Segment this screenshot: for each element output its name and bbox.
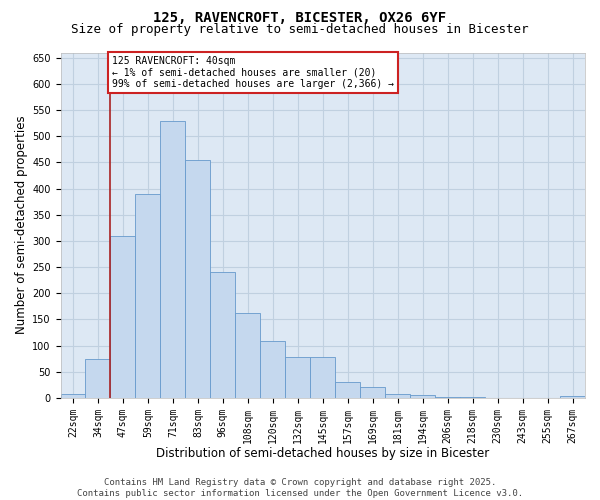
Bar	[235, 313, 260, 398]
Text: 125, RAVENCROFT, BICESTER, OX26 6YF: 125, RAVENCROFT, BICESTER, OX26 6YF	[154, 11, 446, 25]
Bar	[335, 382, 360, 398]
Bar	[61, 394, 85, 398]
Bar	[360, 388, 385, 398]
Bar	[285, 357, 310, 398]
Bar	[435, 397, 460, 398]
Bar	[211, 272, 235, 398]
Bar	[385, 394, 410, 398]
Bar	[85, 358, 110, 398]
Bar	[260, 342, 285, 398]
Bar	[136, 194, 160, 398]
Text: Size of property relative to semi-detached houses in Bicester: Size of property relative to semi-detach…	[71, 22, 529, 36]
X-axis label: Distribution of semi-detached houses by size in Bicester: Distribution of semi-detached houses by …	[156, 447, 490, 460]
Bar	[310, 357, 335, 398]
Bar	[410, 395, 435, 398]
Bar	[185, 160, 211, 398]
Y-axis label: Number of semi-detached properties: Number of semi-detached properties	[15, 116, 28, 334]
Bar	[110, 236, 136, 398]
Bar	[160, 120, 185, 398]
Text: 125 RAVENCROFT: 40sqm
← 1% of semi-detached houses are smaller (20)
99% of semi-: 125 RAVENCROFT: 40sqm ← 1% of semi-detac…	[112, 56, 394, 90]
Bar	[560, 396, 585, 398]
Text: Contains HM Land Registry data © Crown copyright and database right 2025.
Contai: Contains HM Land Registry data © Crown c…	[77, 478, 523, 498]
